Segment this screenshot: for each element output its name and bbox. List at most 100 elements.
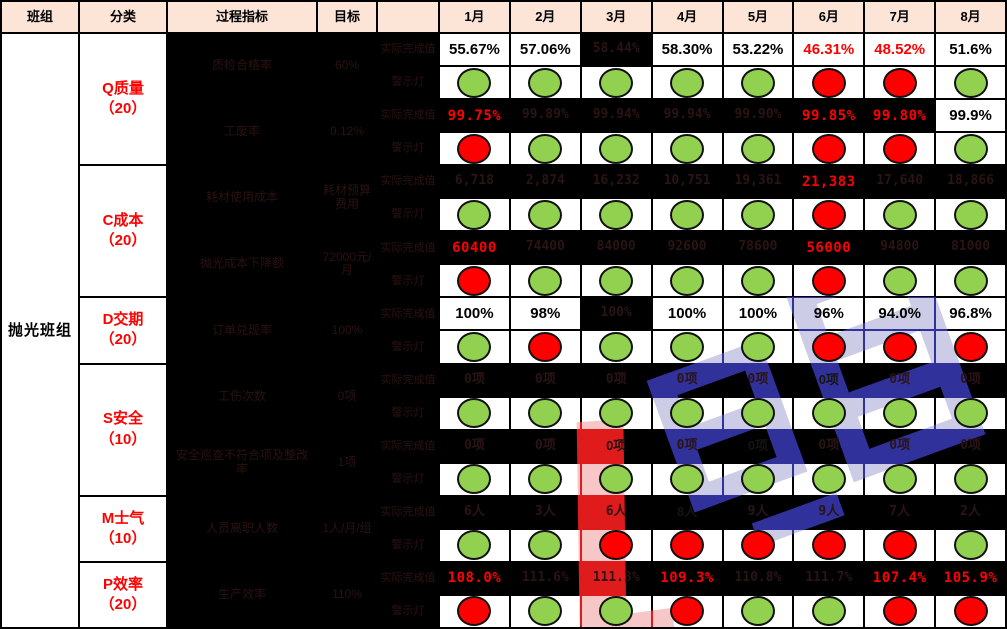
value-text: 111.6% xyxy=(521,569,569,585)
value-text: 0项 xyxy=(534,371,556,387)
light-cell-m1 xyxy=(440,529,509,561)
light-cell-m3 xyxy=(581,133,651,165)
light-label: 警示灯 xyxy=(391,406,425,419)
status-light-red xyxy=(953,332,988,363)
status-light-green xyxy=(740,265,775,296)
light-cell-m7 xyxy=(865,265,935,297)
value-cell-m6: 99.85% xyxy=(794,100,864,132)
row-label-actual: 实际完成值 xyxy=(378,166,438,198)
light-cell-m6 xyxy=(794,265,864,297)
actual-label: 实际完成值 xyxy=(380,43,436,56)
team-cell: 抛光班组 xyxy=(2,34,78,627)
value-cell-m7: 99.80% xyxy=(865,100,935,132)
target-cell: 耗材预算费用 xyxy=(318,166,376,231)
value-cell-m3: 16,232 xyxy=(581,166,651,198)
status-light-green xyxy=(599,398,634,429)
status-light-green xyxy=(457,398,492,429)
status-light-red xyxy=(670,530,705,561)
row-label-light: 警示灯 xyxy=(378,199,438,231)
value-cell-m2: 0项 xyxy=(510,364,580,396)
light-cell-m5 xyxy=(723,529,793,561)
value-cell-m1: 55.67% xyxy=(440,34,509,66)
light-cell-m8 xyxy=(936,595,1005,627)
light-cell-m1 xyxy=(440,463,509,495)
value-cell-m5: 99.90% xyxy=(723,100,793,132)
target-value: 0项 xyxy=(337,388,357,403)
value-text: 10,751 xyxy=(663,173,711,189)
value-cell-m4: 100% xyxy=(652,298,722,330)
light-label: 警示灯 xyxy=(391,208,425,221)
value-text: 3人 xyxy=(534,503,556,519)
indicator-name-cell: 生产效率 xyxy=(168,562,316,627)
value-cell-m2: 98% xyxy=(510,298,580,330)
value-cell-m5: 19,361 xyxy=(723,166,793,198)
value-text: 100% xyxy=(738,305,778,323)
indicator-name-cell: 工伤次数 xyxy=(168,364,316,429)
category-cell-M士气: M士气 （10） xyxy=(80,496,166,561)
light-cell-m6 xyxy=(794,595,864,627)
value-text: 6人 xyxy=(464,503,485,519)
status-light-green xyxy=(599,596,634,627)
light-cell-m4 xyxy=(652,595,722,627)
status-light-green xyxy=(670,265,705,296)
header-month-8: 8月 xyxy=(936,2,1005,32)
value-cell-m3: 99.94% xyxy=(581,100,651,132)
value-cell-m4: 10,751 xyxy=(652,166,722,198)
value-text: 109.3% xyxy=(660,570,714,587)
target-cell: 72000元/月 xyxy=(318,232,376,297)
light-cell-m6 xyxy=(794,67,864,99)
status-light-green xyxy=(882,265,917,296)
header-month-1: 1月 xyxy=(440,2,509,32)
light-cell-m3 xyxy=(581,199,651,231)
status-light-green xyxy=(528,398,563,429)
value-text: 58.30% xyxy=(661,40,713,58)
value-cell-m7: 17,640 xyxy=(865,166,935,198)
light-cell-m8 xyxy=(936,397,1005,429)
status-light-green xyxy=(953,133,988,164)
value-text: 111.3% xyxy=(592,569,640,585)
indicator-name: 质检合格率 xyxy=(211,58,272,73)
value-cell-m3: 84000 xyxy=(581,232,651,264)
light-cell-m5 xyxy=(723,199,793,231)
value-text: 0项 xyxy=(606,437,627,453)
light-cell-m6 xyxy=(794,463,864,495)
status-light-green xyxy=(457,199,492,230)
value-text: 16,232 xyxy=(592,173,640,189)
status-light-green xyxy=(670,398,705,429)
month-label: 6月 xyxy=(818,8,839,24)
value-text: 0项 xyxy=(818,437,840,453)
target-cell: 100% xyxy=(318,298,376,363)
value-cell-m4: 0项 xyxy=(652,364,722,396)
light-cell-m2 xyxy=(510,265,580,297)
row-label-actual: 实际完成值 xyxy=(378,430,438,462)
value-cell-m2: 3人 xyxy=(510,496,580,528)
row-label-light: 警示灯 xyxy=(378,265,438,297)
row-label-light: 警示灯 xyxy=(378,397,438,429)
value-cell-m1: 0项 xyxy=(440,364,509,396)
light-label: 警示灯 xyxy=(391,539,425,552)
light-label: 警示灯 xyxy=(391,76,425,89)
status-light-green xyxy=(740,464,775,495)
light-cell-m5 xyxy=(723,463,793,495)
category-cell-P效率: P效率 （20） xyxy=(80,562,166,627)
light-cell-m6 xyxy=(794,133,864,165)
value-text: 100% xyxy=(667,305,707,323)
value-cell-m2: 74400 xyxy=(510,232,580,264)
status-light-green xyxy=(670,133,705,164)
target-cell: 0.12% xyxy=(318,100,376,165)
light-label: 警示灯 xyxy=(391,472,425,485)
value-cell-m4: 109.3% xyxy=(652,562,722,594)
value-cell-m8: 18,866 xyxy=(936,166,1005,198)
target-value: 100% xyxy=(331,322,363,337)
light-cell-m3 xyxy=(581,529,651,561)
light-cell-m5 xyxy=(723,331,793,363)
light-cell-m3 xyxy=(581,265,651,297)
value-cell-m7: 94800 xyxy=(865,232,935,264)
status-light-green xyxy=(953,398,988,429)
value-text: 0项 xyxy=(960,371,981,387)
value-cell-m8: 0项 xyxy=(936,364,1005,396)
status-light-green xyxy=(528,596,563,627)
light-cell-m7 xyxy=(865,331,935,363)
target-cell: 0项 xyxy=(318,364,376,429)
